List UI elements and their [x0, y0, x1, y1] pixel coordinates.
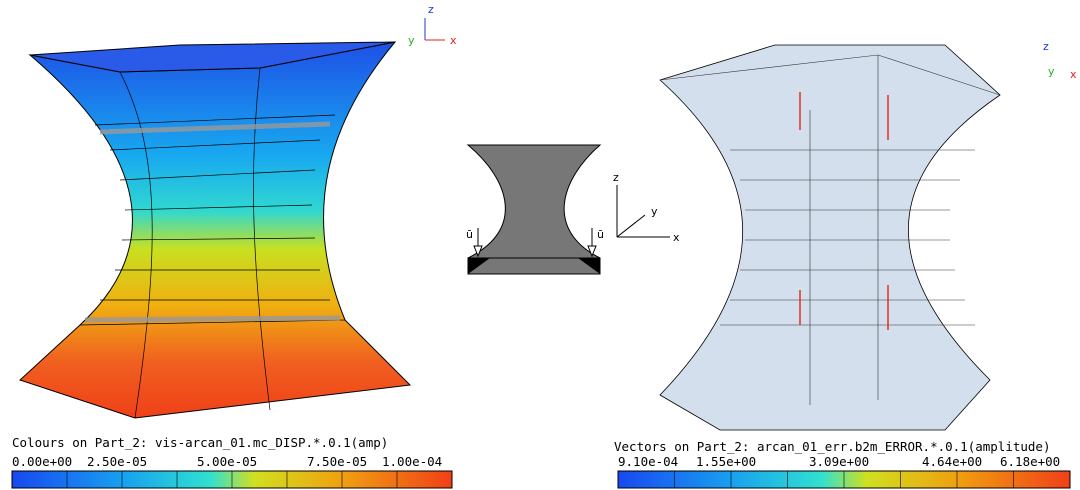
colorbar-tick-label: 4.64e+00 [922, 454, 982, 469]
axis-z: z [613, 171, 619, 184]
mesh-body [20, 42, 410, 418]
grip [468, 258, 600, 274]
triad-y: y [408, 34, 415, 47]
colorbar-tick-label: 6.18e+00 [1000, 454, 1060, 469]
legend-title: Colours on Part_2: vis-arcan_01.mc_DISP.… [12, 435, 388, 450]
load-label: ū [597, 228, 604, 241]
legend-title: Vectors on Part_2: arcan_01_err.b2m_ERRO… [614, 439, 1051, 454]
triad-y: y [1048, 65, 1055, 78]
colorbar-tick-label: 9.10e-04 [618, 454, 678, 469]
triad-x: x [1070, 68, 1077, 81]
triad-z: z [1043, 40, 1049, 53]
colorbar-tick-label: 2.50e-05 [87, 454, 147, 469]
page: z y x ū ū z y x z y x Colours on Part_2:… [0, 0, 1080, 490]
colorbar-tick-label: 1.55e+00 [696, 454, 756, 469]
colorbar-tick-label: 1.00e-04 [382, 454, 442, 469]
axis-y: y [651, 205, 658, 218]
figure: z y x ū ū z y x z y x Colours on Part_2:… [0, 0, 1080, 490]
triad-x: x [450, 34, 457, 47]
specimen [468, 145, 600, 258]
load-label: ū [466, 228, 473, 241]
triad-z: z [428, 3, 434, 16]
colorbar-tick-label: 5.00e-05 [197, 454, 257, 469]
colorbar-tick-label: 0.00e+00 [12, 454, 72, 469]
triad-lines [425, 18, 445, 40]
axis-x: x [673, 231, 680, 244]
diagram-axes [617, 185, 670, 237]
colorbar-tick-label: 7.50e-05 [307, 454, 367, 469]
ghost-body [660, 45, 1000, 430]
colorbar-tick-label: 3.09e+00 [809, 454, 869, 469]
